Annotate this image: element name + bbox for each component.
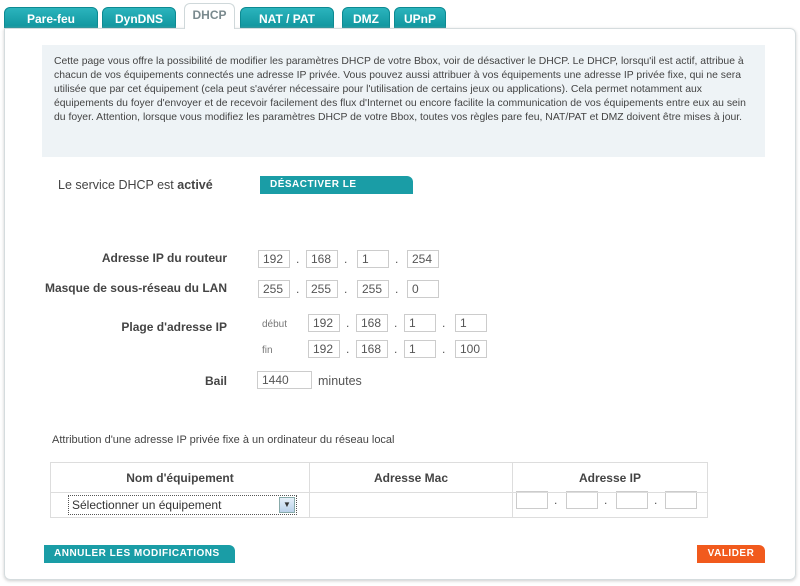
static-ip-title: Attribution d'une adresse IP privée fixe… bbox=[52, 434, 395, 446]
end-label: fin bbox=[262, 345, 273, 356]
tab-dmz[interactable]: DMZ bbox=[342, 7, 390, 28]
status-prefix: Le service DHCP est bbox=[58, 178, 178, 192]
router-ip-octet-1[interactable]: 192 bbox=[258, 250, 290, 268]
mask-octet-1[interactable]: 255 bbox=[258, 280, 290, 298]
router-ip-octet-2[interactable]: 168 bbox=[306, 250, 338, 268]
mask-octet-3[interactable]: 255 bbox=[357, 280, 389, 298]
tab-dyndns[interactable]: DynDNS bbox=[102, 7, 176, 28]
ip-dot: . bbox=[346, 342, 350, 356]
range-end-octet-4[interactable]: 100 bbox=[455, 340, 487, 358]
ip-dot: . bbox=[442, 316, 446, 330]
ip-dot: . bbox=[346, 316, 350, 330]
submit-button[interactable]: VALIDER bbox=[697, 545, 765, 563]
range-start-octet-2[interactable]: 168 bbox=[356, 314, 388, 332]
header-device-name: Nom d'équipement bbox=[50, 462, 310, 493]
router-ip-octet-4[interactable]: 254 bbox=[407, 250, 439, 268]
start-label: début bbox=[262, 319, 288, 330]
range-start-octet-1[interactable]: 192 bbox=[308, 314, 340, 332]
ip-dot: . bbox=[344, 282, 348, 296]
ip-dot: . bbox=[604, 493, 608, 507]
info-box: Cette page vous offre la possibilité de … bbox=[42, 45, 765, 157]
mask-octet-4[interactable]: 0 bbox=[407, 280, 439, 298]
ip-dot: . bbox=[344, 252, 348, 266]
router-ip-label: Adresse IP du routeur bbox=[101, 251, 227, 265]
ip-cell bbox=[513, 493, 708, 518]
header-mac: Adresse Mac bbox=[309, 462, 513, 493]
mac-cell bbox=[309, 492, 513, 518]
header-ip: Adresse IP bbox=[512, 462, 708, 493]
dhcp-status: Le service DHCP est activé bbox=[58, 178, 213, 192]
range-end-octet-3[interactable]: 1 bbox=[404, 340, 436, 358]
ip-dot: . bbox=[654, 493, 658, 507]
tab-pare-feu[interactable]: Pare-feu bbox=[4, 7, 98, 28]
cancel-changes-button[interactable]: ANNULER LES MODIFICATIONS bbox=[44, 545, 235, 563]
ip-dot: . bbox=[554, 493, 558, 507]
lease-label: Bail bbox=[204, 374, 227, 388]
ip-dot: . bbox=[296, 252, 300, 266]
chevron-down-icon[interactable]: ▼ bbox=[279, 497, 295, 513]
router-ip-octet-3[interactable]: 1 bbox=[357, 250, 389, 268]
device-select[interactable]: Sélectionner un équipement ▼ bbox=[68, 495, 297, 515]
mask-octet-2[interactable]: 255 bbox=[306, 280, 338, 298]
lease-input[interactable]: 1440 bbox=[257, 371, 312, 389]
range-end-octet-1[interactable]: 192 bbox=[308, 340, 340, 358]
ip-dot: . bbox=[394, 316, 398, 330]
range-label: Plage d'adresse IP bbox=[121, 320, 227, 334]
range-end-octet-2[interactable]: 168 bbox=[356, 340, 388, 358]
device-select-value: Sélectionner un équipement bbox=[72, 498, 222, 512]
ip-dot: . bbox=[395, 252, 399, 266]
ip-dot: . bbox=[395, 282, 399, 296]
ip-dot: . bbox=[296, 282, 300, 296]
content-panel bbox=[4, 28, 796, 580]
ip-dot: . bbox=[394, 342, 398, 356]
tab-dhcp[interactable]: DHCP bbox=[184, 3, 235, 29]
range-start-octet-4[interactable]: 1 bbox=[455, 314, 487, 332]
static-ip-table: Nom d'équipement Adresse Mac Adresse IP … bbox=[50, 462, 708, 518]
mask-label: Masque de sous-réseau du LAN bbox=[44, 281, 227, 295]
range-start-octet-3[interactable]: 1 bbox=[404, 314, 436, 332]
tab-nat-pat[interactable]: NAT / PAT bbox=[240, 7, 334, 28]
ip-dot: . bbox=[442, 342, 446, 356]
status-state: activé bbox=[177, 178, 213, 192]
tab-upnp[interactable]: UPnP bbox=[394, 7, 446, 28]
lease-unit: minutes bbox=[318, 374, 362, 388]
disable-service-button[interactable]: DÉSACTIVER LE SERVICE bbox=[260, 176, 413, 208]
